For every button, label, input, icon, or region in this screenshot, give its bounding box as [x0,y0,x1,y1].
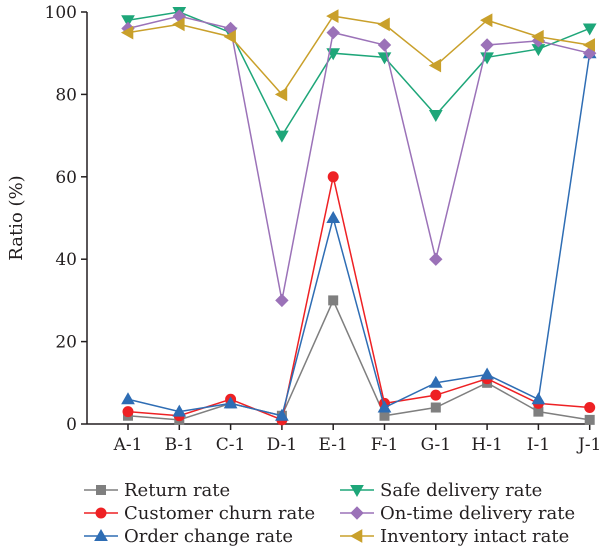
series-line [127,298,590,421]
data-point [120,25,134,40]
y-ticks: 0 20 40 60 80 100 [45,3,87,435]
data-point [377,400,392,413]
data-point [430,389,442,401]
x-tick-label: F-1 [371,435,399,455]
x-tick-label: D-1 [267,435,298,455]
data-point [480,13,493,28]
legend-marker [95,507,107,519]
y-tick-label: 80 [55,85,77,105]
x-tick-label: J-1 [576,435,600,455]
data-point [275,293,289,308]
data-point [377,38,392,52]
legend-marker [96,485,106,495]
data-point [326,25,340,40]
data-point [582,23,597,36]
y-tick-label: 0 [66,415,77,435]
data-point [377,17,390,32]
series-line [127,15,590,96]
legend-label: Customer churn rate [124,503,315,524]
series-inventory-intact-rate [120,9,595,102]
y-axis-title: Ratio (%) [6,175,27,260]
legend-label: On-time delivery rate [380,503,575,524]
data-point [480,38,494,52]
data-point [531,392,546,405]
data-point [428,375,443,388]
legend-item: Return rate [84,480,230,501]
data-point [379,410,390,421]
x-tick-label: I-1 [527,435,550,455]
series-customer-churn-rate [122,171,596,426]
data-point [121,392,135,405]
series-line [127,176,590,421]
data-point [121,15,135,28]
data-point [480,367,494,380]
series-on-time-delivery-rate [121,9,597,308]
legend-item: Customer churn rate [84,503,315,524]
data-point [584,402,596,414]
data-point [172,404,187,417]
data-point [274,87,288,102]
y-tick-label: 20 [55,333,77,353]
y-tick-label: 60 [55,168,77,188]
data-point [223,29,236,44]
x-tick-label: H-1 [471,435,502,455]
data-point [428,110,443,123]
series-line [127,53,591,417]
x-ticks: A-1 B-1 C-1 D-1 E-1 F-1 G-1 H-1 I-1 J-1 [113,424,600,455]
legend-marker [94,528,108,541]
x-tick-label: B-1 [165,435,194,455]
legend-item: Safe delivery rate [340,480,542,501]
y-tick-label: 100 [45,3,77,23]
data-point [275,408,289,421]
legend-item: On-time delivery rate [340,503,575,524]
series-order-change-rate [121,46,597,421]
axes [86,12,590,425]
data-point [327,171,339,183]
legend-label: Inventory intact rate [380,526,569,547]
data-point [122,406,134,418]
data-point [428,58,442,73]
data-point [172,17,185,32]
series-line [127,15,590,301]
legend-item: Order change rate [84,526,293,547]
data-point [275,130,289,143]
data-point [328,295,339,306]
legend-label: Return rate [124,480,230,501]
legend-marker [350,485,364,498]
data-point [430,402,441,413]
data-point [531,29,544,44]
legend-item: Inventory intact rate [340,526,569,547]
legend-marker [349,529,363,543]
legend-label: Order change rate [124,526,293,547]
x-tick-label: A-1 [113,435,143,455]
data-point [223,396,238,409]
data-point [582,38,595,52]
x-tick-label: C-1 [216,435,246,455]
y-tick-label: 40 [55,250,77,270]
x-tick-label: G-1 [421,435,451,455]
data-point [584,414,595,425]
series-layer [120,7,597,426]
legend-label: Safe delivery rate [380,480,542,501]
data-point [429,252,443,266]
x-tick-label: E-1 [319,435,348,455]
legend-marker [350,506,364,520]
data-point [326,9,339,23]
data-point [326,210,341,223]
